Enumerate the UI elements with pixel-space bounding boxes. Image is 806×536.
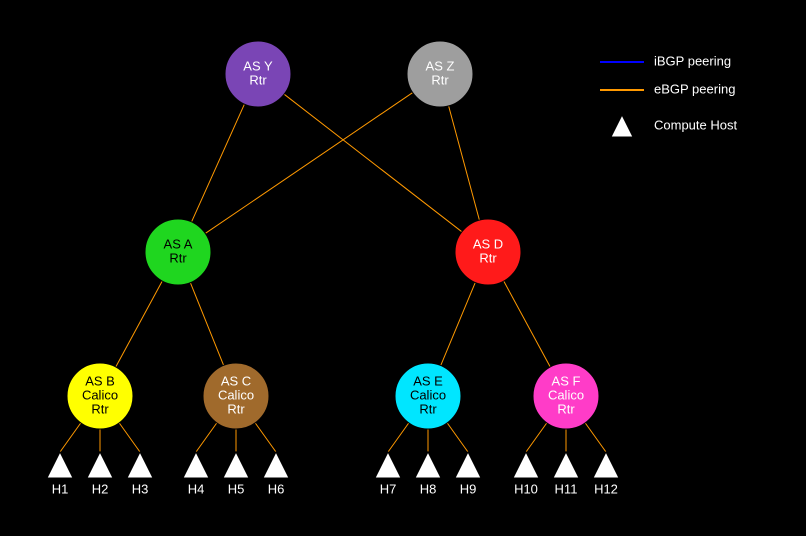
node-F-label: Calico (548, 387, 584, 402)
diagram-bg (0, 0, 806, 536)
host-label: H9 (460, 482, 477, 497)
legend-ebgp-label: eBGP peering (654, 81, 735, 96)
node-Y-label: Rtr (249, 72, 267, 87)
node-C-label: Rtr (227, 401, 245, 416)
node-E-label: Rtr (419, 401, 437, 416)
host-label: H1 (52, 482, 69, 497)
host-label: H11 (555, 482, 578, 497)
node-C-label: Calico (218, 387, 254, 402)
node-E-label: Calico (410, 387, 446, 402)
node-D-label: Rtr (479, 250, 497, 265)
host-label: H5 (228, 482, 245, 497)
host-label: H2 (92, 482, 109, 497)
node-D-label: AS D (473, 236, 503, 251)
node-Y-label: AS Y (243, 58, 273, 73)
host-label: H7 (380, 482, 397, 497)
bgp-topology-diagram: H1H2H3H4H5H6H7H8H9H10H11H12AS YRtrAS ZRt… (0, 0, 806, 536)
host-label: H10 (514, 482, 538, 497)
host-label: H12 (594, 482, 618, 497)
host-label: H3 (132, 482, 149, 497)
legend-host-label: Compute Host (654, 117, 737, 132)
node-A-label: AS A (164, 236, 193, 251)
node-F-label: AS F (552, 373, 581, 388)
node-B-label: Calico (82, 387, 118, 402)
node-E-label: AS E (413, 373, 443, 388)
node-C-label: AS C (221, 373, 251, 388)
node-Z-label: AS Z (426, 58, 455, 73)
node-Z-label: Rtr (431, 72, 449, 87)
legend-ibgp-label: iBGP peering (654, 53, 731, 68)
host-label: H4 (188, 482, 205, 497)
host-label: H8 (420, 482, 437, 497)
node-B-label: Rtr (91, 401, 109, 416)
node-F-label: Rtr (557, 401, 575, 416)
host-label: H6 (268, 482, 285, 497)
node-A-label: Rtr (169, 250, 187, 265)
node-B-label: AS B (85, 373, 115, 388)
